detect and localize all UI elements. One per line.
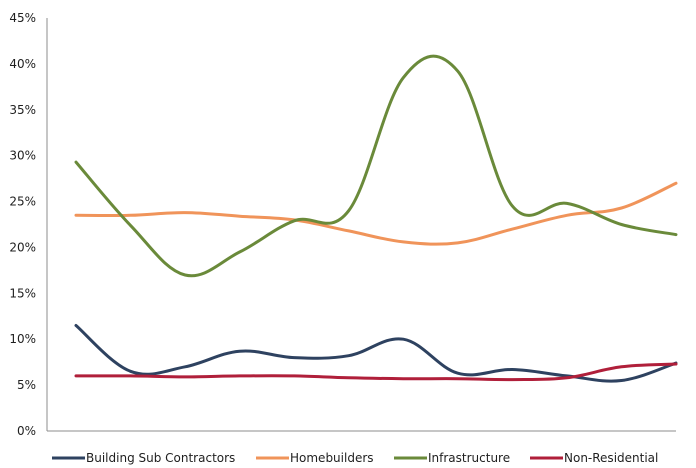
y-tick-label: 45%	[9, 11, 36, 25]
series-lines	[74, 54, 678, 383]
legend-item: Homebuilders	[256, 451, 374, 465]
series-line-homebuilders	[74, 181, 678, 246]
y-tick-label: 5%	[17, 378, 36, 392]
y-tick-label: 30%	[9, 149, 36, 163]
legend-label: Homebuilders	[290, 451, 374, 465]
y-tick-label: 10%	[9, 332, 36, 346]
y-tick-label: 15%	[9, 286, 36, 300]
legend: Building Sub Contractors Homebuilders Infr…	[52, 451, 658, 465]
y-tick-label: 25%	[9, 195, 36, 209]
legend-label: Non-Residential	[564, 451, 658, 465]
y-tick-label: 35%	[9, 103, 36, 117]
series-line-non-residential	[74, 362, 678, 382]
y-tick-label: 0%	[17, 424, 36, 438]
y-axis: 0% 5% 10% 15% 20% 25% 30% 35% 40% 45%	[9, 11, 48, 438]
y-tick-label: 40%	[9, 57, 36, 71]
legend-label: Infrastructure	[428, 451, 510, 465]
series-line-infrastructure	[74, 54, 678, 278]
legend-item: Non-Residential	[530, 451, 658, 465]
legend-item: Infrastructure	[394, 451, 510, 465]
legend-label: Building Sub Contractors	[86, 451, 235, 465]
y-tick-label: 20%	[9, 240, 36, 254]
legend-item: Building Sub Contractors	[52, 451, 235, 465]
